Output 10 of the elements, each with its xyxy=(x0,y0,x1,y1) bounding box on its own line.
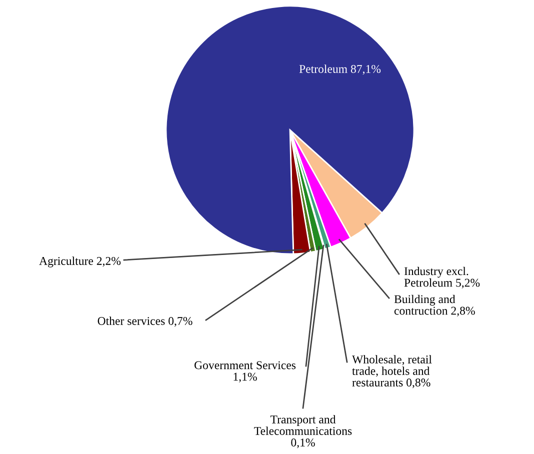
slice-label: Agriculture 2,2% xyxy=(39,256,121,268)
slice-label: Transport and Telecommunications xyxy=(254,415,352,435)
slice-label: Other services 0,7% xyxy=(98,316,192,327)
slice-label: Wholesale, retail trade, hotels and restaurants 0,8% xyxy=(352,355,432,388)
slice-label: Industry excl. Petroleum 5,2% xyxy=(404,266,480,288)
slice-label: Petroleum 87,1% xyxy=(299,64,381,75)
slice-label: Building and contruction 2,8% xyxy=(394,294,475,316)
slice-label: Government Services xyxy=(194,361,296,370)
data-label: 0,1% xyxy=(291,438,315,448)
data-label: 1,1% xyxy=(234,372,257,382)
